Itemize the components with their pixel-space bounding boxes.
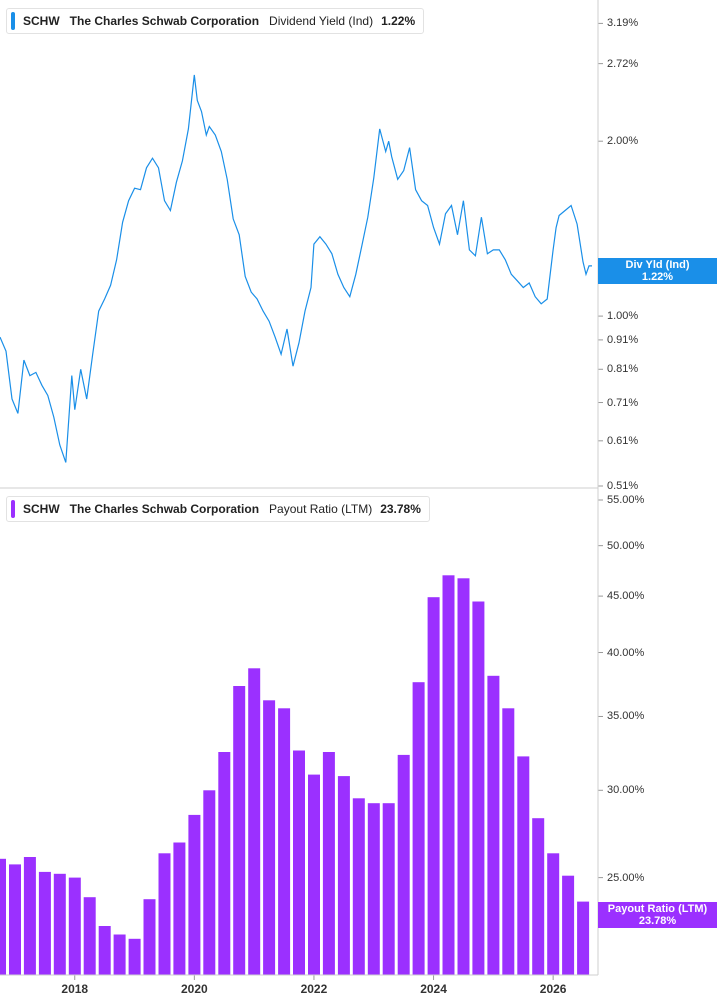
payout-value-tag: Payout Ratio (LTM) 23.78% bbox=[598, 902, 717, 928]
payout-bar bbox=[308, 774, 320, 975]
bottom-legend-ticker: SCHW bbox=[23, 502, 60, 516]
top-y-tick-label: 3.19% bbox=[607, 17, 639, 30]
payout-bar bbox=[577, 901, 590, 975]
bottom-legend-metric: Payout Ratio (LTM) bbox=[269, 502, 373, 516]
payout-bar bbox=[367, 803, 380, 975]
payout-bar bbox=[113, 934, 126, 975]
payout-bar bbox=[248, 668, 261, 975]
dividend-yield-plot bbox=[0, 22, 603, 487]
payout-bar bbox=[23, 857, 36, 975]
top-legend: SCHW The Charles Schwab Corporation Divi… bbox=[6, 8, 425, 34]
payout-bar bbox=[188, 814, 201, 975]
payout-bar bbox=[457, 578, 470, 975]
payout-bar bbox=[293, 750, 305, 975]
payout-bar bbox=[128, 938, 141, 975]
payout-bar bbox=[68, 877, 81, 975]
x-tick-label: 2022 bbox=[300, 982, 328, 996]
dividend-yield-line bbox=[0, 74, 592, 463]
top-y-tick-label: 0.51% bbox=[607, 480, 639, 492]
payout-bar bbox=[442, 575, 455, 975]
payout-bar bbox=[173, 842, 186, 975]
payout-bar bbox=[517, 756, 530, 975]
payout-bar bbox=[427, 597, 440, 975]
payout-bar bbox=[472, 601, 485, 975]
payout-bar bbox=[322, 752, 335, 975]
bottom-y-tick-label: 55.00% bbox=[607, 494, 645, 506]
bottom-y-tick-label: 35.00% bbox=[607, 710, 645, 723]
payout-bar bbox=[382, 803, 395, 975]
yield-value-tag: Div Yld (Ind) 1.22% bbox=[598, 258, 717, 284]
payout-bar bbox=[562, 875, 575, 975]
payout-bar bbox=[278, 708, 291, 975]
x-tick-label: 2020 bbox=[180, 982, 208, 996]
payout-bar bbox=[352, 798, 365, 975]
yield-tag-label: Div Yld (Ind) bbox=[625, 259, 690, 271]
payout-bar bbox=[143, 899, 156, 975]
payout-bar bbox=[98, 926, 111, 975]
top-y-tick-label: 0.61% bbox=[607, 434, 639, 447]
payout-bar bbox=[9, 864, 21, 975]
top-legend-company: The Charles Schwab Corporation bbox=[69, 14, 260, 28]
payout-bar bbox=[158, 853, 171, 975]
payout-bar bbox=[502, 708, 515, 975]
top-legend-ticker: SCHW bbox=[23, 14, 60, 28]
bottom-legend-value: 23.78% bbox=[380, 502, 421, 516]
bottom-y-tick-label: 50.00% bbox=[607, 539, 645, 552]
payout-tag-label: Payout Ratio (LTM) bbox=[607, 903, 708, 915]
payout-bar bbox=[337, 776, 350, 975]
bottom-y-tick-label: 30.00% bbox=[607, 784, 645, 797]
yield-tag-value: 1.22% bbox=[641, 271, 674, 283]
top-legend-value: 1.22% bbox=[381, 14, 416, 28]
bottom-y-tick-label: 25.00% bbox=[607, 871, 645, 884]
top-y-tick-label: 2.72% bbox=[607, 57, 639, 70]
payout-bar bbox=[547, 853, 560, 975]
payout-bar bbox=[203, 790, 216, 975]
payout-tag-value: 23.78% bbox=[638, 915, 677, 927]
payout-bar bbox=[218, 752, 231, 975]
x-tick-label: 2026 bbox=[539, 982, 567, 996]
payout-bar bbox=[233, 686, 246, 975]
payout-bar bbox=[38, 871, 51, 975]
payout-bar bbox=[487, 675, 500, 975]
bottom-legend-company: The Charles Schwab Corporation bbox=[69, 502, 260, 516]
x-tick-label: 2024 bbox=[420, 982, 447, 996]
top-y-tick-label: 1.00% bbox=[607, 310, 639, 323]
top-y-tick-label: 0.91% bbox=[607, 333, 639, 346]
top-y-tick-label: 2.00% bbox=[607, 135, 639, 148]
payout-bar bbox=[532, 818, 545, 975]
top-legend-metric: Dividend Yield (Ind) bbox=[269, 14, 374, 28]
top-legend-swatch bbox=[11, 12, 15, 30]
payout-bar bbox=[412, 682, 425, 975]
bottom-y-tick-label: 40.00% bbox=[607, 646, 645, 659]
top-y-tick-label: 0.71% bbox=[607, 396, 639, 409]
payout-bar bbox=[263, 700, 276, 975]
payout-bar bbox=[53, 873, 66, 975]
bottom-legend: SCHW The Charles Schwab Corporation Payo… bbox=[6, 496, 430, 522]
top-y-tick-label: 0.81% bbox=[607, 363, 639, 376]
payout-bar bbox=[0, 858, 6, 975]
x-tick-label: 2018 bbox=[61, 982, 89, 996]
payout-bar bbox=[83, 897, 96, 975]
payout-ratio-plot bbox=[0, 499, 603, 980]
bottom-y-tick-label: 45.00% bbox=[607, 590, 645, 603]
payout-bar bbox=[397, 754, 410, 975]
bottom-legend-swatch bbox=[11, 500, 15, 518]
